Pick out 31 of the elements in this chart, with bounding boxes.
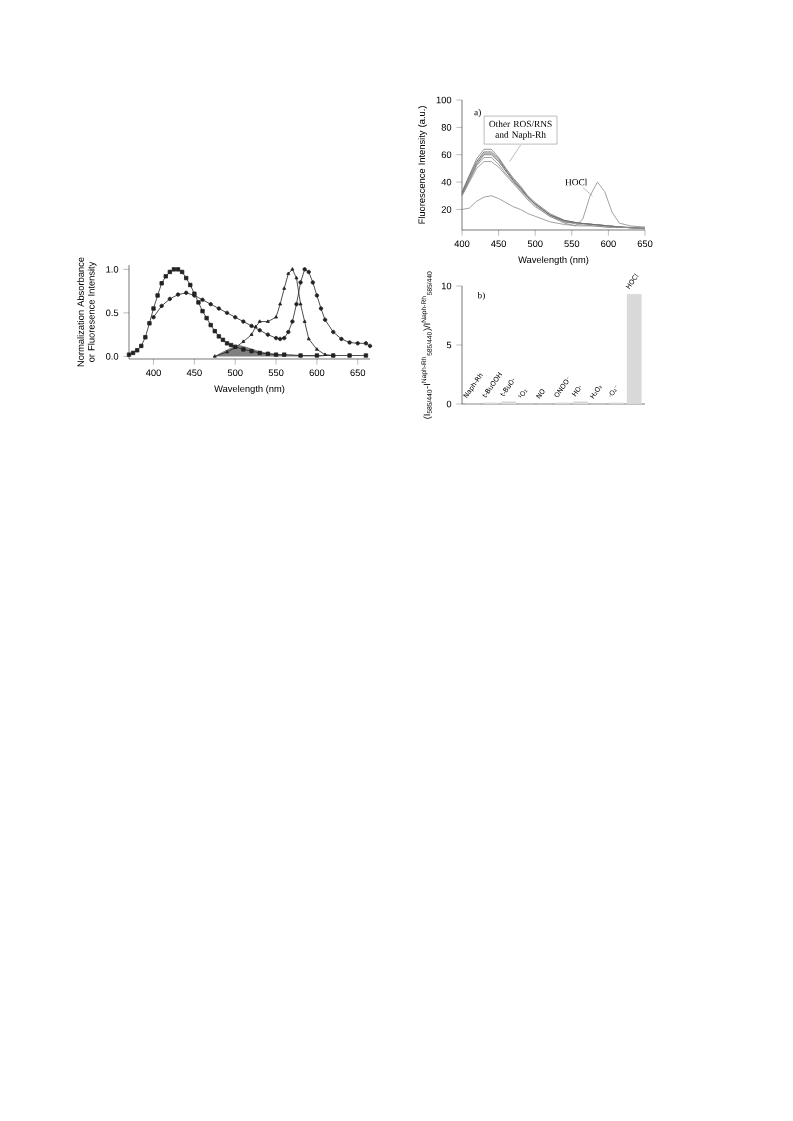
x-axis-title: Wavelength (nm) <box>214 385 285 394</box>
x-tick-label: 500 <box>527 240 543 247</box>
x-tick-label: 650 <box>350 369 366 376</box>
y-tick-label: 0.5 <box>105 309 119 317</box>
y-tick-label: 0.0 <box>105 353 119 360</box>
y-tick-label: 60 <box>441 151 452 159</box>
annotation: HOCl <box>565 178 588 186</box>
annotation: b) <box>477 291 485 301</box>
y-axis-title: Fluorescence Intensity (a.u.) <box>418 106 427 224</box>
y-tick-label: 0 <box>446 400 452 408</box>
y-tick-label: 80 <box>441 124 452 131</box>
x-tick-label: 600 <box>601 240 616 247</box>
y-tick-label: 5 <box>446 341 452 349</box>
y-tick-label: 100 <box>436 96 452 104</box>
y-tick-label: 20 <box>441 206 452 213</box>
annotation: a) <box>474 108 481 118</box>
x-tick-label: 550 <box>268 369 284 376</box>
x-axis-title: Wavelength (nm) <box>518 256 589 265</box>
x-tick-label: 500 <box>227 369 243 376</box>
x-tick-label: 450 <box>186 369 202 376</box>
y-tick-label: 40 <box>441 178 452 186</box>
x-tick-label: 550 <box>564 240 580 247</box>
x-tick-label: 400 <box>145 369 161 376</box>
x-tick-label: 650 <box>637 240 653 247</box>
x-tick-label: 600 <box>309 369 325 376</box>
y-tick-label: 10 <box>441 282 452 290</box>
y-axis-title: Normalization Absorbance or Fluoresence Intensity <box>77 257 97 367</box>
y-tick-label: 1.0 <box>106 266 119 273</box>
x-tick-label: 400 <box>454 240 470 247</box>
x-tick-label: 450 <box>491 240 507 247</box>
annotation: Other ROS/RNS and Naph-Rh <box>489 120 552 140</box>
